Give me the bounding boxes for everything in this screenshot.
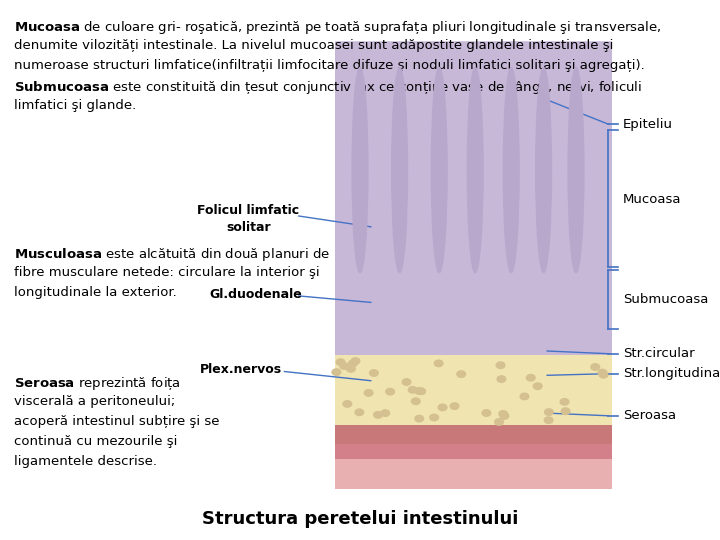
- FancyBboxPatch shape: [335, 425, 612, 444]
- Circle shape: [340, 363, 348, 369]
- Text: Epiteliu: Epiteliu: [623, 118, 672, 131]
- Circle shape: [591, 364, 600, 370]
- Circle shape: [381, 410, 390, 416]
- Ellipse shape: [392, 68, 408, 273]
- Text: Submucoasa: Submucoasa: [623, 293, 708, 306]
- Circle shape: [438, 404, 447, 410]
- Circle shape: [417, 388, 426, 395]
- Text: Gl.duodenale: Gl.duodenale: [210, 288, 302, 301]
- Circle shape: [434, 360, 443, 367]
- Circle shape: [408, 387, 417, 393]
- Text: longitudinale la exterior.: longitudinale la exterior.: [14, 286, 177, 299]
- Text: $\bf{Mucoasa}$ de culoare gri- roşatică, prezintă pe toată suprafața pliuri long: $\bf{Mucoasa}$ de culoare gri- roşatică,…: [14, 19, 662, 36]
- Circle shape: [482, 410, 490, 416]
- Circle shape: [402, 379, 411, 385]
- Circle shape: [343, 401, 351, 407]
- Circle shape: [560, 399, 569, 405]
- Circle shape: [364, 390, 373, 396]
- Text: Str.longitudinal: Str.longitudinal: [623, 367, 720, 380]
- FancyBboxPatch shape: [335, 444, 612, 459]
- Text: Plex.nervos: Plex.nervos: [200, 363, 282, 376]
- Ellipse shape: [503, 68, 519, 273]
- Circle shape: [544, 417, 553, 423]
- Circle shape: [415, 388, 423, 394]
- Circle shape: [534, 383, 542, 389]
- Text: $\bf{Submucoasa}$ este constituită din țesut conjunctiv lax ce conține vase de s: $\bf{Submucoasa}$ este constituită din ț…: [14, 79, 642, 96]
- Text: limfatici şi glande.: limfatici şi glande.: [14, 99, 137, 112]
- Circle shape: [561, 408, 570, 415]
- Text: acoperă intestinul subțire şi se: acoperă intestinul subțire şi se: [14, 415, 220, 428]
- Circle shape: [520, 393, 528, 400]
- Text: viscerală a peritoneului;: viscerală a peritoneului;: [14, 395, 176, 408]
- Text: Str.circular: Str.circular: [623, 347, 694, 360]
- Circle shape: [497, 376, 505, 382]
- Text: continuă cu mezourile şi: continuă cu mezourile şi: [14, 435, 178, 448]
- Circle shape: [369, 370, 378, 376]
- FancyBboxPatch shape: [335, 459, 612, 489]
- FancyBboxPatch shape: [335, 42, 612, 355]
- Circle shape: [374, 411, 382, 418]
- Circle shape: [355, 409, 364, 415]
- Circle shape: [430, 414, 438, 421]
- Circle shape: [450, 403, 459, 409]
- Text: ligamentele descrise.: ligamentele descrise.: [14, 455, 158, 468]
- Circle shape: [348, 360, 357, 367]
- Circle shape: [351, 358, 360, 365]
- Circle shape: [599, 372, 608, 378]
- Text: Structura peretelui intestinului: Structura peretelui intestinului: [202, 510, 518, 528]
- Circle shape: [415, 415, 423, 422]
- Circle shape: [411, 398, 420, 404]
- Text: Folicul limfatic
solitar: Folicul limfatic solitar: [197, 204, 300, 234]
- Circle shape: [332, 369, 341, 375]
- Text: denumite vilozități intestinale. La nivelul mucoasei sunt adăpostite glandele in: denumite vilozități intestinale. La nive…: [14, 39, 613, 52]
- Circle shape: [499, 411, 508, 417]
- Circle shape: [544, 409, 553, 415]
- Text: Seroasa: Seroasa: [623, 409, 676, 422]
- Text: $\bf{Seroasa}$ reprezintă foița: $\bf{Seroasa}$ reprezintă foița: [14, 375, 181, 392]
- FancyBboxPatch shape: [335, 40, 612, 489]
- Ellipse shape: [431, 68, 447, 273]
- Circle shape: [495, 418, 503, 425]
- Ellipse shape: [467, 68, 483, 273]
- Ellipse shape: [536, 68, 552, 273]
- Ellipse shape: [568, 68, 584, 273]
- Text: numeroase structuri limfatice(infiltrații limfocitare difuze şi noduli limfatici: numeroase structuri limfatice(infiltrați…: [14, 59, 645, 72]
- Circle shape: [457, 371, 466, 377]
- FancyBboxPatch shape: [335, 355, 612, 425]
- Circle shape: [386, 388, 395, 395]
- Text: $\bf{Musculoasa}$ este alcătuită din două planuri de: $\bf{Musculoasa}$ este alcătuită din dou…: [14, 246, 330, 262]
- Text: Mucoasa: Mucoasa: [623, 193, 681, 206]
- Circle shape: [598, 369, 607, 376]
- Circle shape: [526, 375, 535, 381]
- Circle shape: [336, 359, 345, 366]
- Circle shape: [500, 413, 509, 419]
- Circle shape: [496, 362, 505, 368]
- Ellipse shape: [352, 68, 368, 273]
- Text: fibre musculare netede: circulare la interior şi: fibre musculare netede: circulare la int…: [14, 266, 320, 279]
- Circle shape: [346, 366, 355, 372]
